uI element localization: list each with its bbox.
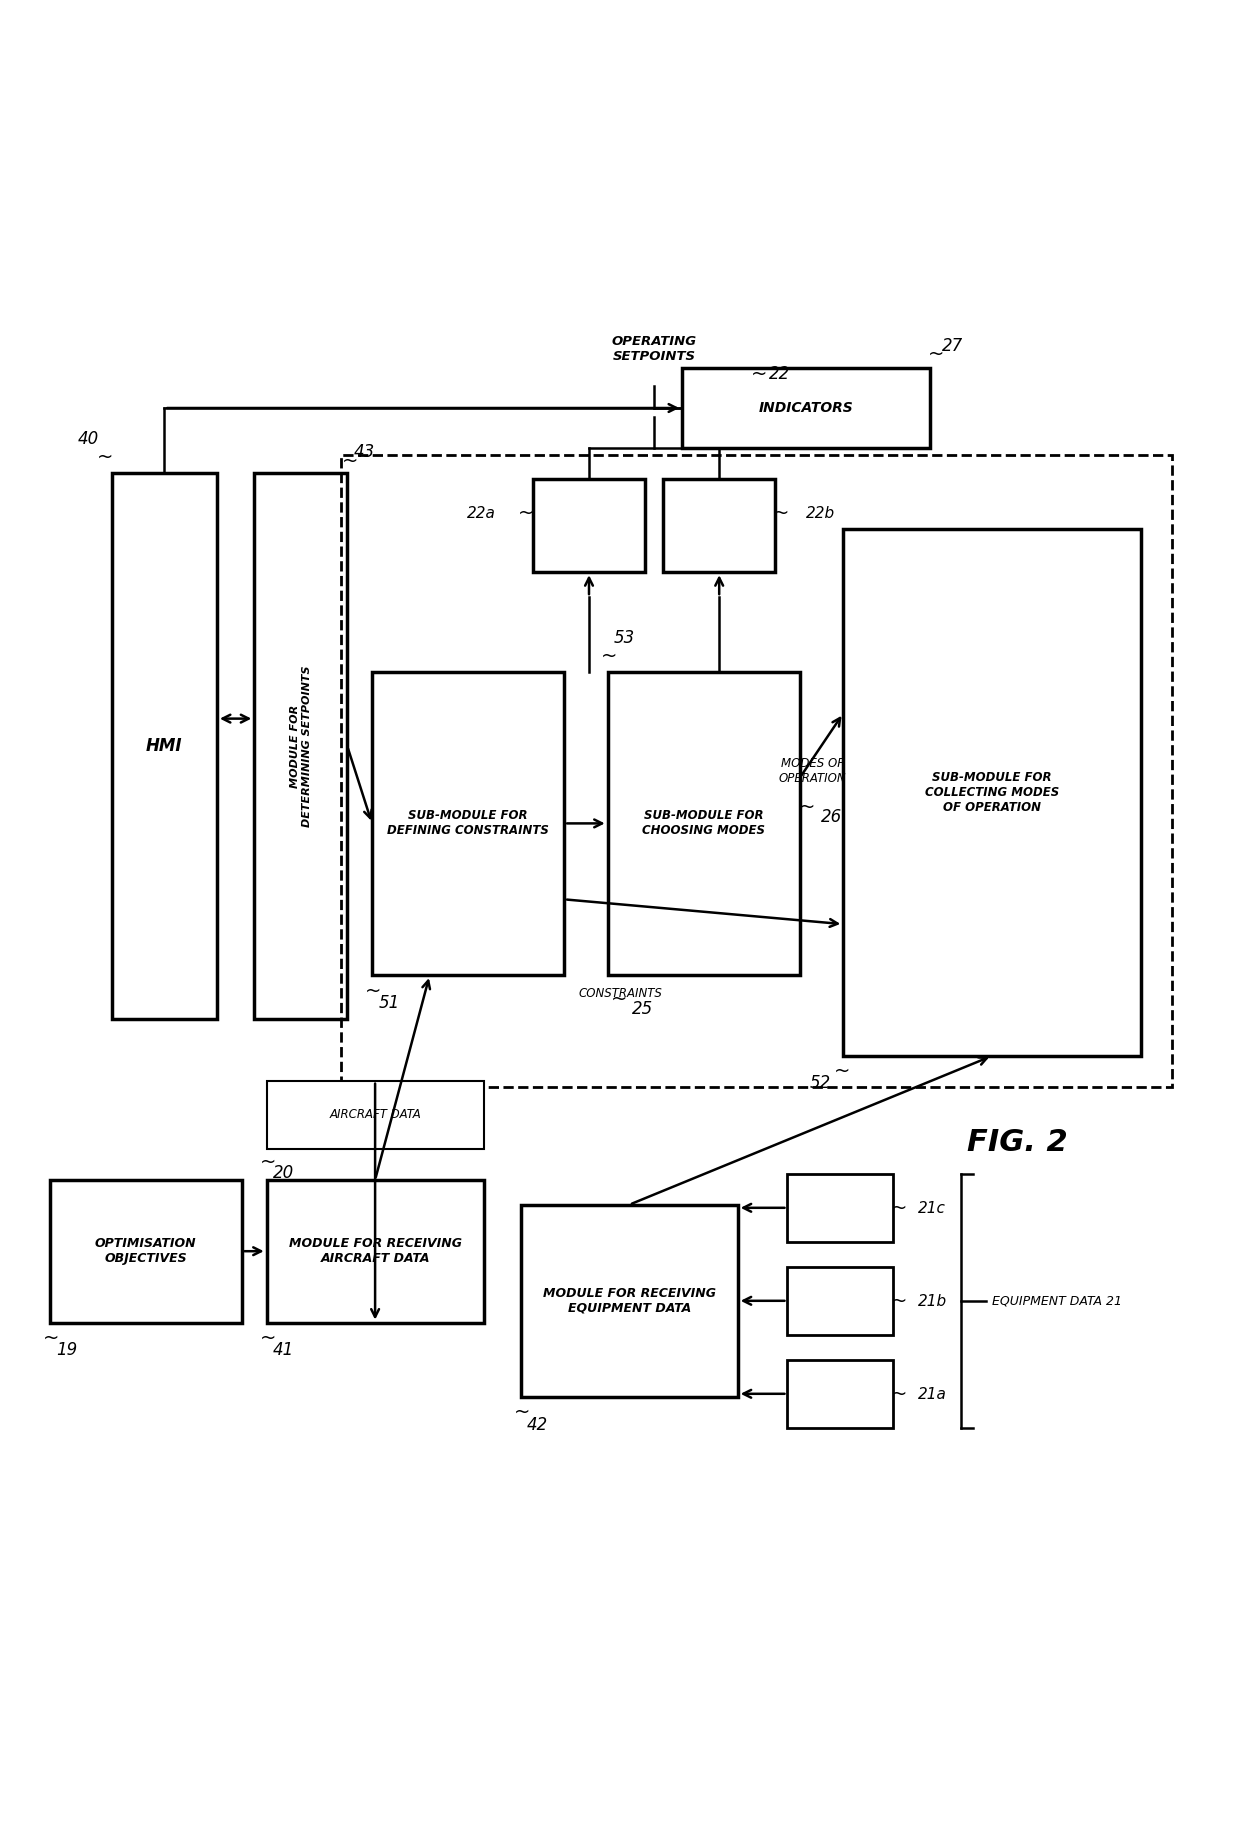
Text: ~: ~ [890, 1385, 908, 1403]
Bar [341, 454, 1172, 1087]
Bar [521, 1205, 738, 1398]
Text: ~: ~ [890, 1293, 908, 1311]
Text: ~: ~ [517, 504, 534, 522]
Bar [372, 671, 564, 975]
Bar [112, 473, 217, 1019]
Text: MODES OF
OPERATION: MODES OF OPERATION [779, 756, 846, 785]
Text: ~: ~ [97, 449, 114, 467]
Text: ~: ~ [610, 989, 627, 1008]
Bar [533, 480, 645, 572]
Text: 21a: 21a [918, 1387, 946, 1401]
Text: SUB-MODULE FOR
CHOOSING MODES: SUB-MODULE FOR CHOOSING MODES [642, 809, 765, 837]
Bar [608, 671, 800, 975]
Text: ~: ~ [341, 452, 358, 471]
Text: HMI: HMI [146, 737, 182, 754]
Bar [843, 530, 1141, 1056]
Text: EQUIPMENT DATA 21: EQUIPMENT DATA 21 [992, 1295, 1122, 1308]
Text: ~: ~ [259, 1153, 277, 1171]
Text: 27: 27 [942, 337, 963, 355]
Text: ~: ~ [42, 1330, 60, 1348]
Text: ~: ~ [890, 1199, 908, 1217]
Text: INDICATORS: INDICATORS [759, 401, 853, 416]
Text: 22b: 22b [806, 506, 835, 520]
Text: MODULE FOR RECEIVING
EQUIPMENT DATA: MODULE FOR RECEIVING EQUIPMENT DATA [543, 1287, 715, 1315]
Text: ~: ~ [600, 645, 618, 666]
Text: 22: 22 [769, 364, 790, 383]
Bar [663, 480, 775, 572]
Bar [50, 1181, 242, 1322]
Text: 52: 52 [810, 1074, 831, 1092]
Text: 25: 25 [632, 1000, 653, 1017]
Text: ~: ~ [928, 346, 945, 364]
Text: 40: 40 [78, 430, 99, 449]
Text: ~: ~ [513, 1403, 531, 1422]
Bar [267, 1081, 484, 1149]
Bar [787, 1173, 893, 1241]
Text: 20: 20 [273, 1164, 294, 1182]
Text: ~: ~ [833, 1063, 851, 1081]
Text: 53: 53 [614, 629, 635, 647]
Text: ~: ~ [773, 504, 790, 522]
Bar [267, 1181, 484, 1322]
Text: 19: 19 [56, 1341, 77, 1359]
Text: CONSTRAINTS: CONSTRAINTS [578, 988, 662, 1000]
Text: 21b: 21b [918, 1295, 946, 1309]
Text: ~: ~ [799, 798, 816, 817]
Text: OPTIMISATION
OBJECTIVES: OPTIMISATION OBJECTIVES [95, 1238, 196, 1265]
Bar [254, 473, 347, 1019]
Text: 41: 41 [273, 1341, 294, 1359]
Text: AIRCRAFT DATA: AIRCRAFT DATA [330, 1109, 420, 1122]
Text: FIG. 2: FIG. 2 [967, 1127, 1068, 1157]
Text: 51: 51 [378, 993, 399, 1011]
Text: 42: 42 [527, 1416, 548, 1433]
Text: 26: 26 [821, 807, 842, 826]
Text: MODULE FOR RECEIVING
AIRCRAFT DATA: MODULE FOR RECEIVING AIRCRAFT DATA [289, 1238, 461, 1265]
Bar [787, 1359, 893, 1427]
Bar [682, 368, 930, 449]
Text: SUB-MODULE FOR
DEFINING CONSTRAINTS: SUB-MODULE FOR DEFINING CONSTRAINTS [387, 809, 549, 837]
Text: OPERATING
SETPOINTS: OPERATING SETPOINTS [611, 335, 697, 362]
Text: ~: ~ [750, 364, 768, 383]
Text: ~: ~ [259, 1330, 277, 1348]
Text: 43: 43 [353, 443, 374, 462]
Text: 22a: 22a [467, 506, 496, 520]
Text: ~: ~ [365, 982, 382, 1000]
Text: 21c: 21c [918, 1201, 945, 1216]
Text: MODULE FOR
DETERMINING SETPOINTS: MODULE FOR DETERMINING SETPOINTS [290, 666, 311, 828]
Text: SUB-MODULE FOR
COLLECTING MODES
OF OPERATION: SUB-MODULE FOR COLLECTING MODES OF OPERA… [925, 771, 1059, 815]
Bar [787, 1267, 893, 1335]
